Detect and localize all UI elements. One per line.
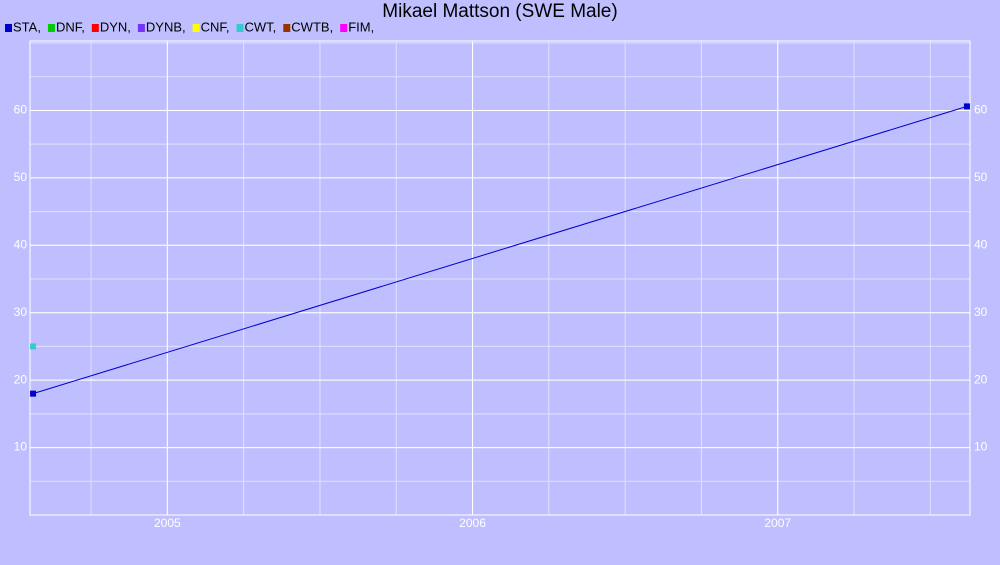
x-tick-label: 2007 <box>764 516 791 530</box>
legend-swatch <box>236 24 244 32</box>
y-tick-label: 40 <box>14 237 28 251</box>
legend-swatch <box>137 24 145 32</box>
legend-label: DYNB, <box>146 19 186 34</box>
legend-swatch <box>192 24 200 32</box>
legend-label: STA, <box>13 19 41 34</box>
x-tick-label: 2006 <box>459 516 486 530</box>
legend-swatch <box>340 24 348 32</box>
legend-label: FIM, <box>348 19 374 34</box>
y-tick-label-right: 10 <box>974 440 988 454</box>
y-tick-label: 60 <box>14 103 28 117</box>
y-tick-label-right: 40 <box>974 237 988 251</box>
legend-label: DNF, <box>56 19 85 34</box>
legend-label: CWTB, <box>291 19 333 34</box>
y-tick-label-right: 30 <box>974 305 988 319</box>
x-tick-label: 2005 <box>154 516 181 530</box>
legend-label: CWT, <box>245 19 277 34</box>
data-point <box>963 103 970 110</box>
plot-frame <box>29 40 971 516</box>
y-tick-label: 30 <box>14 305 28 319</box>
y-tick-label: 10 <box>14 440 28 454</box>
y-tick-label-right: 20 <box>974 372 988 386</box>
legend-swatch <box>47 24 55 32</box>
data-point <box>30 343 37 350</box>
legend-label: CNF, <box>201 19 230 34</box>
chart-title: Mikael Mattson (SWE Male) <box>382 1 617 22</box>
y-tick-label-right: 60 <box>974 103 988 117</box>
legend-swatch <box>91 24 99 32</box>
legend-swatch <box>5 24 12 32</box>
series-line <box>32 105 968 395</box>
y-tick-label: 50 <box>14 170 28 184</box>
legend-label: DYN, <box>100 19 131 34</box>
legend-swatch <box>283 24 291 32</box>
data-point <box>30 390 37 397</box>
y-tick-label-right: 50 <box>974 170 988 184</box>
y-tick-label: 20 <box>14 372 28 386</box>
